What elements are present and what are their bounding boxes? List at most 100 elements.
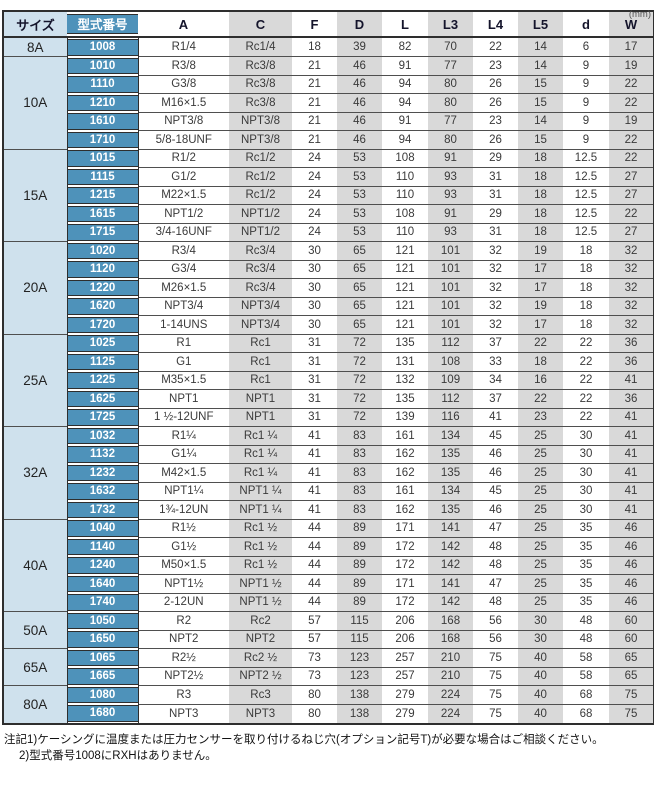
table-row: 1715 3/4-16UNF NPT1/2 24 53 110 93 31 18 12.5 27 bbox=[3, 222, 654, 242]
value-cell: 41 bbox=[292, 481, 337, 501]
value-cell: NPT2 ½ bbox=[229, 666, 292, 686]
value-cell: 109 bbox=[428, 370, 473, 390]
value-cell: 44 bbox=[292, 592, 337, 612]
model-number-label: 1125 bbox=[67, 353, 138, 370]
value-cell: G3/8 bbox=[138, 74, 229, 94]
value-cell: 58 bbox=[563, 648, 609, 667]
table-row: 65A 1065 R2½ Rc2 ½ 73 123 257 210 75 40 58 65 bbox=[3, 648, 654, 686]
value-cell: 31 bbox=[292, 407, 337, 427]
value-cell: 15 bbox=[518, 130, 563, 149]
value-cell: 72 bbox=[337, 370, 382, 390]
value-cell: 65 bbox=[609, 648, 654, 667]
size-cell: 32A bbox=[3, 426, 68, 519]
value-cell: Rc3/4 bbox=[229, 259, 292, 279]
value-cell: 40 bbox=[518, 648, 563, 667]
value-cell: 25 bbox=[518, 537, 563, 556]
header-F: F bbox=[292, 11, 337, 38]
value-cell: 12.5 bbox=[563, 185, 609, 205]
value-cell: 101 bbox=[428, 278, 473, 297]
value-cell: 53 bbox=[337, 222, 382, 242]
size-cell: 50A bbox=[3, 611, 68, 649]
value-cell: 101 bbox=[428, 315, 473, 334]
value-cell: 35 bbox=[563, 555, 609, 575]
value-cell: 46 bbox=[473, 463, 518, 482]
value-cell: 83 bbox=[337, 481, 382, 501]
value-cell: 34 bbox=[473, 370, 518, 390]
model-number-label: 1710 bbox=[67, 131, 138, 148]
value-cell: 23 bbox=[518, 407, 563, 427]
value-cell: 121 bbox=[382, 259, 428, 279]
value-cell: 41 bbox=[609, 500, 654, 519]
value-cell: 168 bbox=[428, 611, 473, 630]
value-cell: G1¼ bbox=[138, 444, 229, 464]
value-cell: Rc3 bbox=[229, 685, 292, 704]
table-row: 1650 NPT2 NPT2 57 115 206 168 56 30 48 60 bbox=[3, 629, 654, 649]
model-number-label: 1080 bbox=[67, 686, 138, 703]
model-number-label: 1215 bbox=[67, 187, 138, 204]
table-row: 25A 1025 R1 Rc1 31 72 135 112 37 22 22 36 bbox=[3, 333, 654, 427]
value-cell: NPT1½ bbox=[138, 574, 229, 593]
value-cell: 257 bbox=[382, 666, 428, 686]
model-number-cell: 1120 bbox=[66, 260, 139, 279]
value-cell: Rc3/8 bbox=[229, 74, 292, 94]
value-cell: 21 bbox=[292, 130, 337, 149]
value-cell: 19 bbox=[518, 241, 563, 260]
table-row: 80A 1080 R3 Rc3 80 138 279 224 75 40 68 75 bbox=[3, 685, 654, 724]
value-cell: 72 bbox=[337, 389, 382, 408]
value-cell: 18 bbox=[518, 167, 563, 186]
value-cell: 108 bbox=[382, 148, 428, 168]
value-cell: 80 bbox=[428, 130, 473, 149]
value-cell: 73 bbox=[292, 666, 337, 686]
value-cell: 32 bbox=[609, 241, 654, 260]
value-cell: 279 bbox=[382, 685, 428, 704]
value-cell: R3/4 bbox=[138, 241, 229, 260]
value-cell: 72 bbox=[337, 352, 382, 371]
value-cell: 35 bbox=[563, 537, 609, 556]
value-cell: 94 bbox=[382, 93, 428, 112]
value-cell: 94 bbox=[382, 130, 428, 149]
value-cell: NPT2½ bbox=[138, 666, 229, 686]
model-number-label: 1680 bbox=[67, 705, 138, 722]
value-cell: 115 bbox=[337, 611, 382, 630]
value-cell: R1½ bbox=[138, 518, 229, 538]
value-cell: NPT1 bbox=[229, 407, 292, 427]
value-cell: 46 bbox=[473, 444, 518, 464]
value-cell: R3 bbox=[138, 685, 229, 704]
value-cell: 19 bbox=[609, 56, 654, 75]
value-cell: 39 bbox=[337, 36, 382, 57]
header-size: サイズ bbox=[3, 11, 67, 38]
value-cell: 22 bbox=[473, 36, 518, 57]
value-cell: 77 bbox=[428, 56, 473, 75]
value-cell: 172 bbox=[382, 555, 428, 575]
value-cell: 93 bbox=[428, 185, 473, 205]
header-W: W bbox=[609, 11, 654, 38]
value-cell: 73 bbox=[292, 648, 337, 667]
value-cell: Rc1/4 bbox=[229, 36, 292, 57]
value-cell: 48 bbox=[473, 592, 518, 612]
value-cell: 12.5 bbox=[563, 167, 609, 186]
value-cell: Rc3/8 bbox=[229, 93, 292, 112]
value-cell: Rc1/2 bbox=[229, 167, 292, 186]
value-cell: 134 bbox=[428, 481, 473, 501]
value-cell: 25 bbox=[518, 592, 563, 612]
value-cell: 25 bbox=[518, 555, 563, 575]
value-cell: 162 bbox=[382, 444, 428, 464]
value-cell: 138 bbox=[337, 703, 382, 724]
model-number-label: 1220 bbox=[67, 279, 138, 296]
value-cell: 45 bbox=[473, 481, 518, 501]
value-cell: NPT1/2 bbox=[229, 204, 292, 223]
value-cell: Rc1 bbox=[229, 370, 292, 390]
header-L4: L4 bbox=[473, 11, 518, 38]
value-cell: 48 bbox=[473, 555, 518, 575]
value-cell: 139 bbox=[382, 407, 428, 427]
value-cell: 30 bbox=[292, 241, 337, 260]
value-cell: NPT1 bbox=[229, 389, 292, 408]
value-cell: 1-14UNS bbox=[138, 315, 229, 334]
value-cell: 75 bbox=[609, 703, 654, 724]
value-cell: 12.5 bbox=[563, 148, 609, 168]
value-cell: NPT3 bbox=[229, 703, 292, 724]
value-cell: 9 bbox=[563, 74, 609, 94]
size-cell: 20A bbox=[3, 241, 68, 334]
value-cell: 53 bbox=[337, 148, 382, 168]
value-cell: Rc2 bbox=[229, 611, 292, 630]
